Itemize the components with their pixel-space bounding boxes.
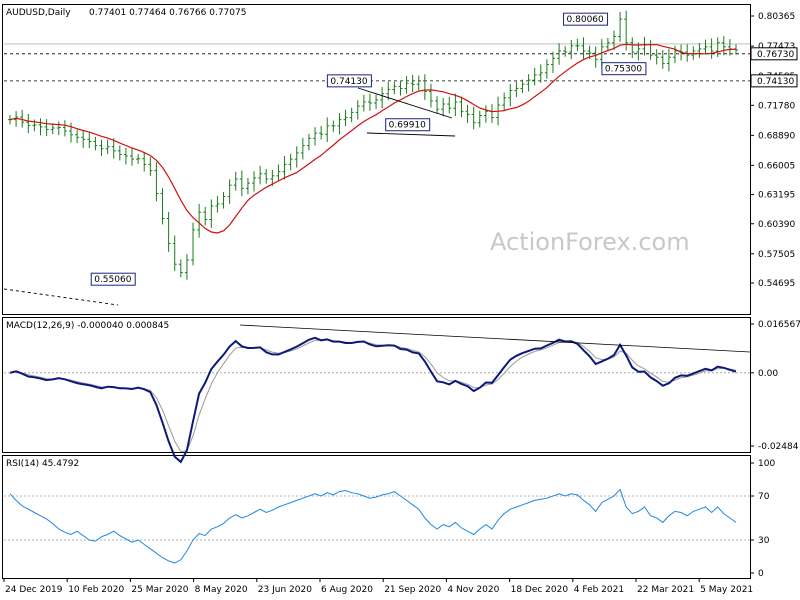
trendline-dashed	[3, 288, 119, 306]
price-y-tick-label: 0.80365	[758, 12, 795, 22]
macd-legend: MACD(12,26,9) -0.000040 0.000845	[6, 321, 169, 331]
price-tag-box	[750, 74, 798, 88]
macd-y-tick-label: 0.016567	[758, 320, 800, 330]
x-tick-label: 4 Nov 2020	[447, 585, 499, 595]
price-annotation-label: 0.69910	[389, 121, 426, 131]
price-annotation-label: 0.74130	[330, 77, 367, 87]
price-annotation-box	[326, 74, 372, 88]
price-tag-box	[750, 47, 798, 61]
x-tick-label: 8 May 2020	[195, 585, 248, 595]
rsi-pane	[2, 455, 751, 579]
x-tick-label: 4 Feb 2021	[574, 585, 624, 595]
macd-line	[9, 336, 737, 464]
price-y-tick-label: 0.68890	[758, 131, 795, 141]
x-tick-label: 25 Mar 2020	[131, 585, 188, 595]
x-tick-label: 5 May 2021	[700, 585, 753, 595]
macd-y-tick-label: 0.00	[758, 369, 778, 379]
x-tick-label: 18 Dec 2020	[511, 585, 569, 595]
price-pane	[2, 4, 751, 315]
price-annotation-box	[90, 272, 136, 286]
price-annotation-label: 0.55060	[94, 275, 131, 285]
rsi-y-tick-label: 0	[758, 569, 764, 579]
price-y-tick-label: 0.71780	[758, 101, 795, 111]
price-annotation-box	[601, 62, 647, 76]
rsi-line	[9, 488, 737, 564]
trendline-upper	[357, 87, 453, 119]
price-annotation-label: 0.75300	[605, 65, 642, 75]
price-y-tick-label: 0.60390	[758, 220, 795, 230]
moving-average-line	[9, 43, 737, 234]
watermark: ActionForex.com	[490, 228, 690, 256]
rsi-legend: RSI(14) 45.4792	[6, 459, 79, 469]
price-y-tick-label: 0.63195	[758, 191, 795, 201]
rsi-y-tick-label: 100	[758, 459, 775, 469]
trendline-lower	[366, 132, 456, 137]
price-annotation-box	[385, 118, 431, 132]
x-tick-label: 23 Jun 2020	[258, 585, 312, 595]
price-y-tick-label: 0.77473	[758, 42, 795, 52]
macd-y-tick-label: -0.02484	[758, 442, 799, 452]
macd-trendline	[239, 324, 751, 353]
price-y-tick-label: 0.57505	[758, 250, 795, 260]
price-header-ohlc: 0.77401 0.77464 0.76766 0.77075	[89, 8, 246, 18]
price-y-tick-label: 0.66005	[758, 161, 795, 171]
x-tick-label: 22 Mar 2021	[637, 585, 694, 595]
rsi-y-tick-label: 70	[758, 492, 770, 502]
x-tick-label: 10 Feb 2020	[68, 585, 124, 595]
macd-pane	[2, 317, 751, 453]
x-tick-label: 21 Sep 2020	[384, 585, 441, 595]
x-tick-label: 24 Dec 2019	[5, 585, 63, 595]
price-annotation-box	[563, 12, 609, 26]
rsi-y-tick-label: 30	[758, 536, 770, 546]
price-tag-label: 0.76730	[757, 50, 794, 60]
x-tick-label: 6 Aug 2020	[321, 585, 373, 595]
price-annotation-label: 0.80060	[567, 15, 604, 25]
price-tag-label: 0.74130	[757, 77, 794, 87]
price-y-tick-label: 0.54695	[758, 279, 795, 289]
price-header-symbol: AUDUSD,Daily	[6, 8, 71, 18]
